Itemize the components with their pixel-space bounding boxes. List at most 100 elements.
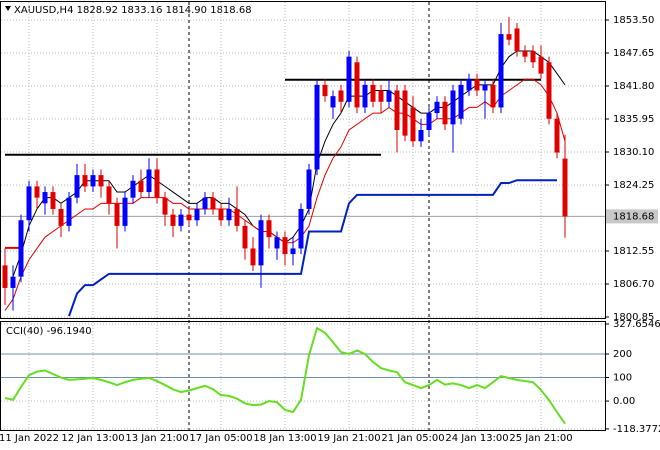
menu-triangle: [5, 6, 11, 11]
candle-body: [178, 214, 184, 226]
candle-body: [58, 208, 64, 226]
y-tick-label: 1812.55: [613, 246, 654, 257]
y-tick-label: 327.6546: [613, 319, 660, 330]
candle-body: [306, 169, 312, 209]
x-tick-label: 12 Jan 13:00: [61, 433, 124, 444]
candle-body: [466, 79, 472, 91]
x-tick-label: 24 Jan 13:00: [445, 433, 508, 444]
candle-body: [194, 208, 200, 221]
candle-body: [266, 220, 272, 238]
candle-body: [82, 175, 88, 187]
y-tick-label: 1841.80: [613, 81, 654, 92]
last-price-label: 1818.68: [613, 211, 654, 222]
candle-body: [154, 169, 160, 198]
candle-body: [538, 56, 544, 74]
candle-body: [322, 84, 328, 97]
candle-body: [530, 51, 536, 63]
candle-body: [338, 90, 344, 102]
x-tick-label: 13 Jan 21:00: [125, 433, 188, 444]
candle-body: [90, 175, 96, 187]
main-frame: [0, 1, 606, 319]
indicator-line: [68, 179, 557, 317]
candle-body: [386, 90, 392, 102]
candle-body: [442, 101, 448, 125]
indicator-line: [12, 50, 566, 277]
candle-body: [474, 79, 480, 91]
y-tick-label: 1835.95: [613, 114, 654, 125]
y-tick-label: 0.00: [613, 396, 635, 407]
candle-body: [370, 84, 376, 102]
candle-body: [314, 84, 320, 170]
cci-line: [4, 326, 566, 425]
candle-body: [242, 225, 248, 249]
candle-body: [130, 180, 136, 198]
candle-body: [202, 197, 208, 209]
candle-body: [490, 84, 496, 108]
candle-body: [186, 214, 192, 221]
y-tick-label: 100: [613, 373, 632, 384]
x-tick-label: 25 Jan 21:00: [509, 433, 572, 444]
candle-body: [298, 208, 304, 249]
y-tick-label: 1806.70: [613, 279, 654, 290]
candle-body: [10, 276, 16, 288]
candle-body: [402, 90, 408, 136]
y-tick-label: 200: [613, 349, 632, 360]
candle-body: [42, 192, 48, 204]
y-tick-label: 1830.10: [613, 147, 654, 158]
candle-body: [146, 169, 152, 193]
candle-body: [282, 237, 288, 255]
candle-body: [122, 197, 128, 226]
cci-title: CCI(40) -96.1940: [6, 326, 92, 337]
candle-body: [2, 265, 8, 288]
y-tick-label: 1824.25: [613, 180, 654, 191]
candle-body: [378, 90, 384, 102]
candle-body: [554, 118, 560, 153]
candle-body: [330, 96, 336, 108]
candle-body: [410, 107, 416, 142]
candle-body: [274, 237, 280, 249]
candle-body: [514, 28, 520, 52]
candle-body: [18, 220, 24, 277]
candle-body: [106, 186, 112, 204]
candle-body: [66, 197, 72, 226]
candle-body: [498, 34, 504, 108]
y-tick-label: 1853.50: [613, 15, 654, 26]
candle-body: [34, 186, 40, 198]
candle-body: [426, 113, 432, 130]
candle-body: [562, 158, 568, 217]
x-tick-label: 21 Jan 05:00: [381, 433, 444, 444]
candle-body: [506, 34, 512, 40]
candle-body: [226, 208, 232, 221]
candle-body: [418, 129, 424, 142]
x-tick-label: 19 Jan 21:00: [317, 433, 380, 444]
candle-body: [210, 197, 216, 209]
candle-body: [218, 208, 224, 221]
candle-body: [170, 214, 176, 226]
candle-body: [258, 220, 264, 266]
cci-frame: [0, 321, 606, 431]
y-tick-label: 1847.65: [613, 48, 654, 59]
x-tick-label: 18 Jan 13:00: [253, 433, 316, 444]
candle-body: [522, 51, 528, 57]
candle-body: [450, 90, 456, 125]
candle-body: [346, 56, 352, 102]
candle-body: [546, 62, 552, 119]
candle-body: [362, 84, 368, 108]
last-price-box: [606, 209, 658, 224]
y-tick-label: 1800.85: [613, 312, 654, 323]
candle-body: [458, 84, 464, 119]
candle-body: [354, 62, 360, 108]
candle-body: [434, 101, 440, 114]
candle-body: [74, 175, 80, 198]
x-tick-label: 11 Jan 2022: [0, 433, 59, 444]
candle-body: [394, 90, 400, 130]
candle-body: [482, 84, 488, 91]
candle-body: [138, 180, 144, 193]
candle-body: [98, 175, 104, 187]
candle-body: [114, 203, 120, 226]
y-tick-label: -118.3772: [613, 424, 660, 435]
candle-body: [234, 208, 240, 226]
candle-body: [26, 186, 32, 221]
